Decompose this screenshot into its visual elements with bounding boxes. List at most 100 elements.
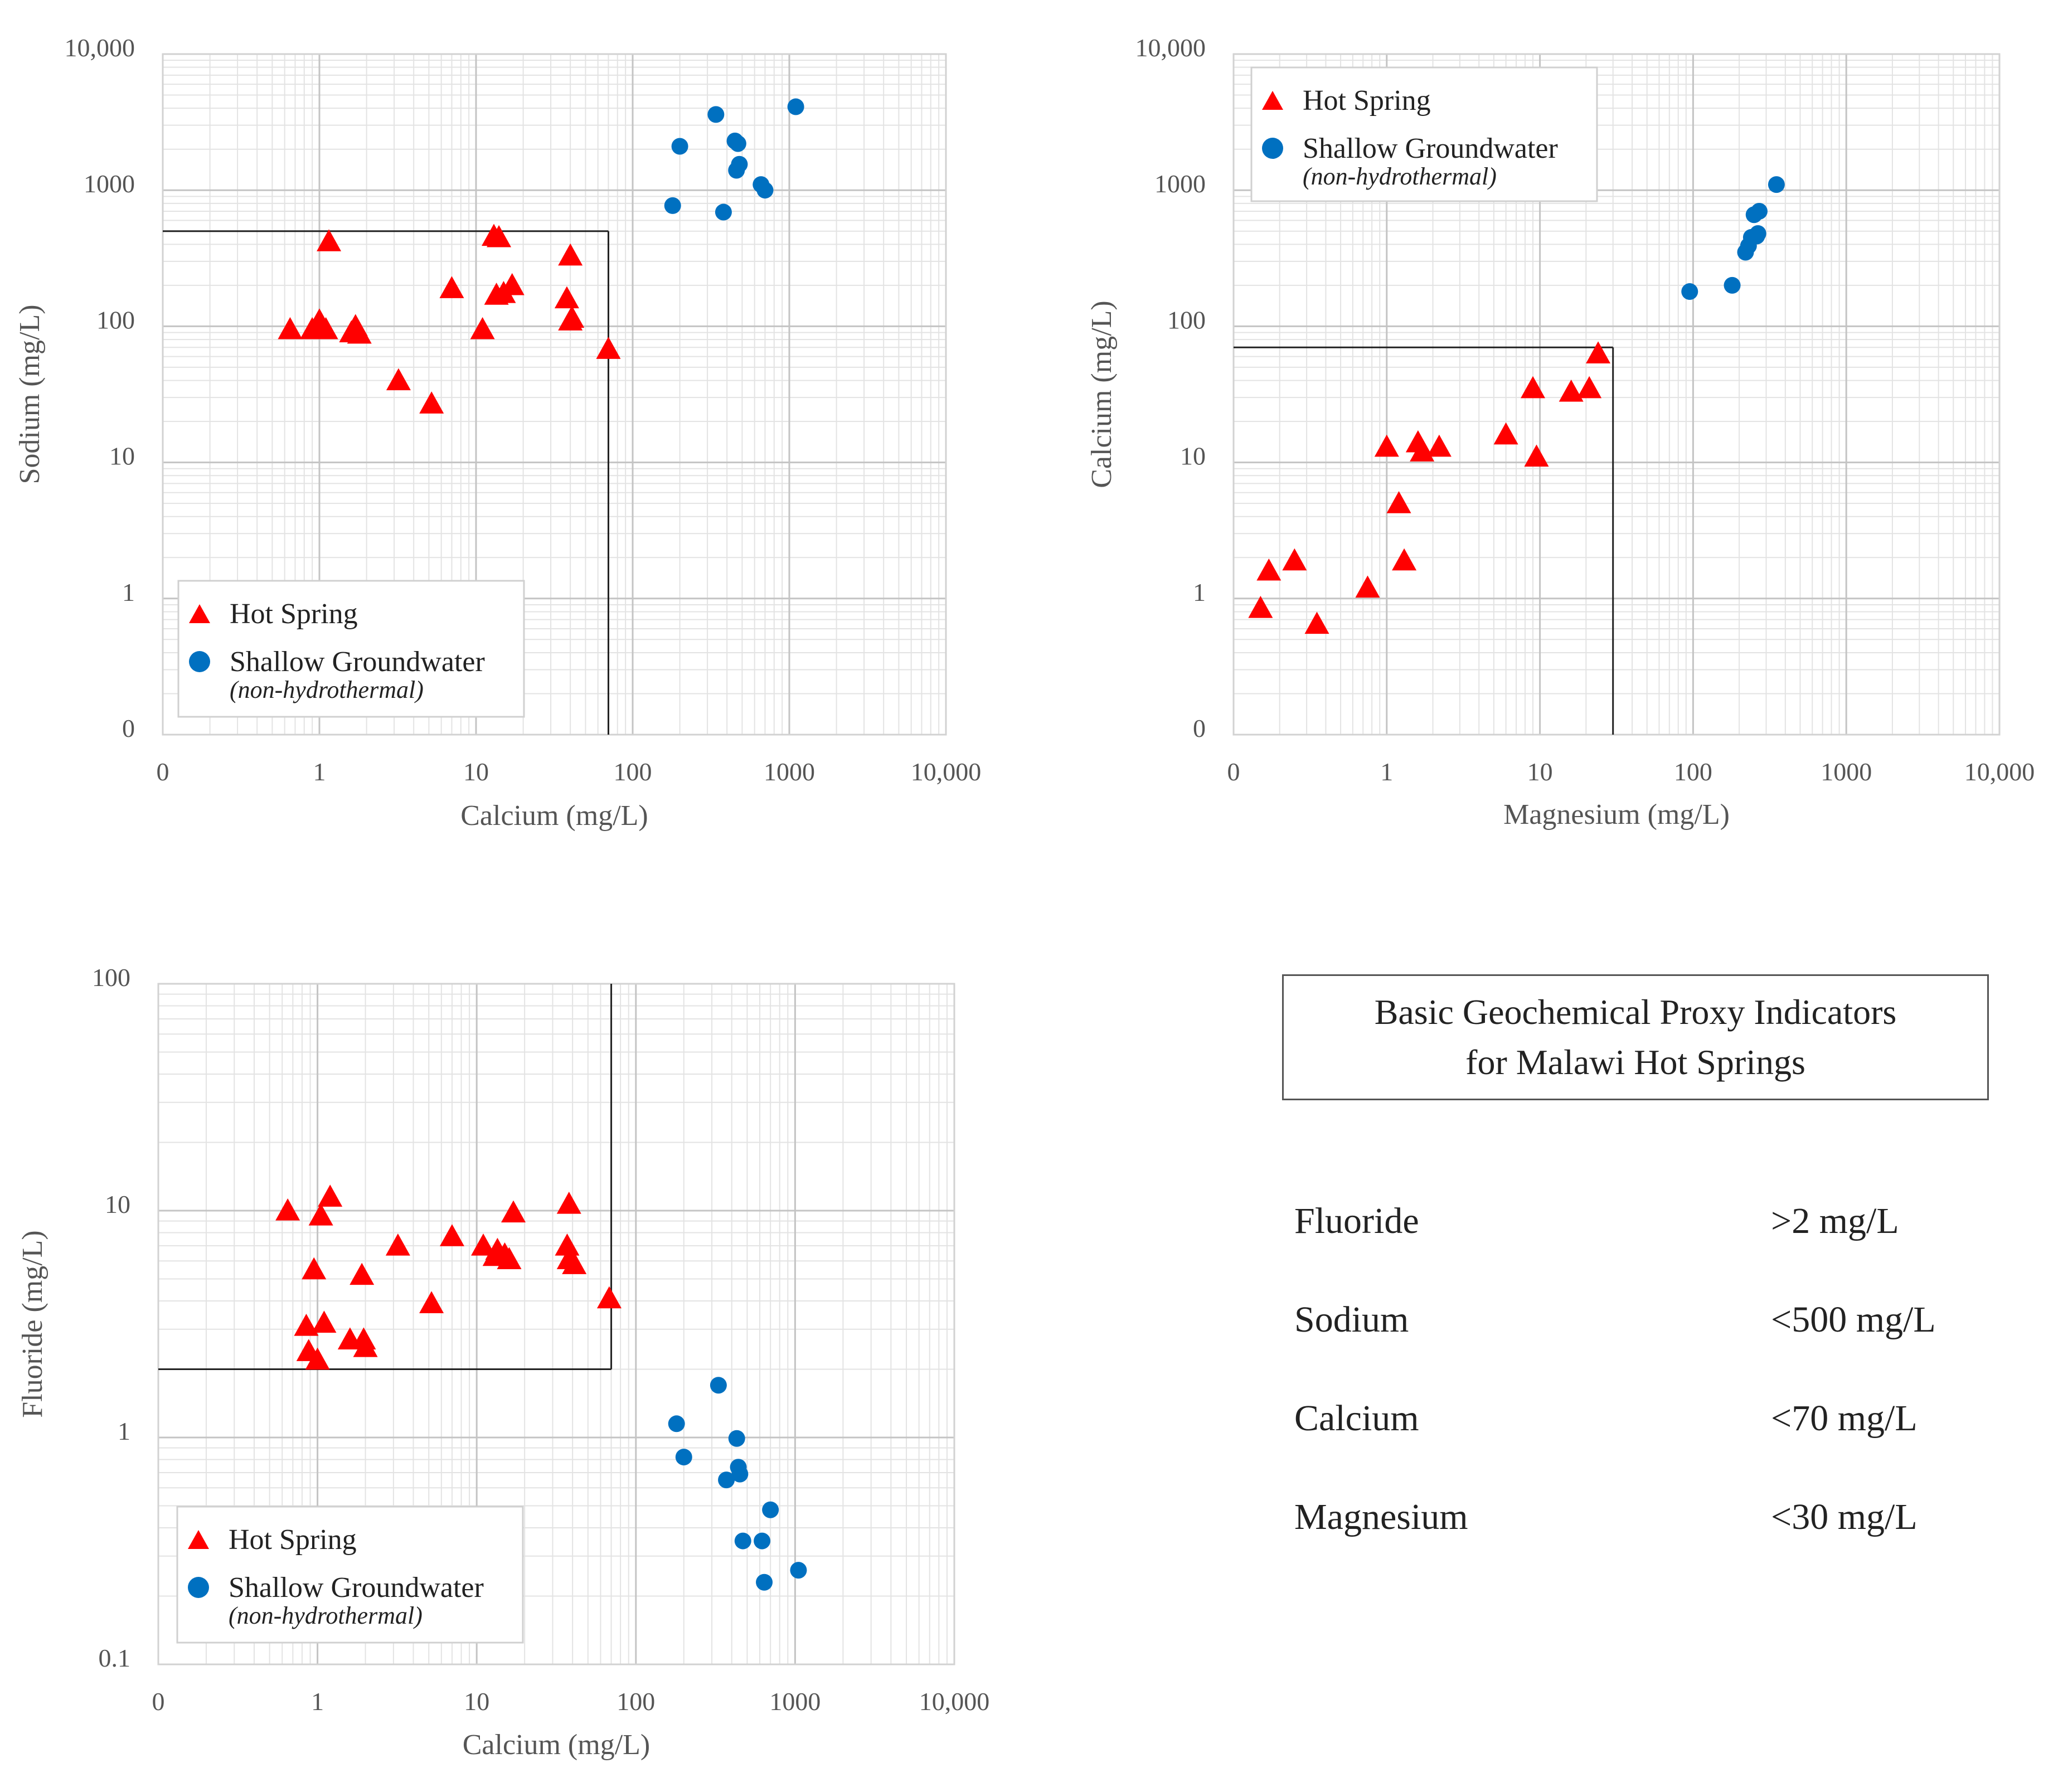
y-tick-label: 10 bbox=[109, 442, 135, 470]
hot-spring-marker bbox=[350, 1262, 375, 1285]
hot-spring-marker bbox=[1248, 596, 1273, 618]
hot-spring-marker bbox=[419, 391, 444, 414]
hot-spring-marker bbox=[278, 317, 303, 339]
x-tick-label: 1 bbox=[311, 1687, 324, 1716]
y-tick-label: 100 bbox=[1167, 305, 1206, 334]
x-tick-label: 0 bbox=[157, 757, 169, 786]
groundwater-marker bbox=[754, 1532, 771, 1550]
legend-label-groundwater-sub: (non-hydrothermal) bbox=[230, 676, 424, 703]
x-tick-label: 1 bbox=[313, 757, 326, 786]
indicator-name: Fluoride bbox=[1294, 1201, 1419, 1241]
legend-triangle-icon bbox=[1262, 91, 1283, 110]
x-axis-label: Calcium (mg/L) bbox=[460, 800, 648, 832]
groundwater-marker bbox=[762, 1501, 779, 1518]
hot-spring-marker bbox=[560, 305, 585, 328]
hot-spring-marker bbox=[312, 1310, 337, 1333]
y-tick-label: 10,000 bbox=[1135, 33, 1206, 62]
groundwater-marker bbox=[1749, 225, 1766, 242]
hot-spring-marker bbox=[1282, 548, 1307, 571]
legend-triangle-icon bbox=[188, 1530, 209, 1549]
groundwater-marker bbox=[731, 1465, 749, 1483]
y-axis-label: Fluoride (mg/L) bbox=[17, 1230, 48, 1418]
groundwater-marker bbox=[1724, 276, 1741, 294]
hot-spring-marker bbox=[554, 286, 579, 309]
y-tick-label: 100 bbox=[92, 963, 130, 992]
y-tick-label: 10,000 bbox=[65, 33, 135, 62]
hot-spring-marker bbox=[1577, 376, 1602, 399]
y-tick-label: 1 bbox=[118, 1417, 130, 1445]
groundwater-marker bbox=[734, 1532, 751, 1550]
groundwater-marker bbox=[675, 1449, 692, 1466]
y-tick-label: 1000 bbox=[1154, 169, 1206, 198]
legend-label-groundwater: Shallow Groundwater bbox=[229, 1572, 484, 1604]
y-axis-label: Calcium (mg/L) bbox=[1086, 300, 1118, 488]
hot-spring-marker bbox=[1521, 376, 1546, 399]
x-tick-label: 10 bbox=[1527, 757, 1553, 786]
y-tick-label: 100 bbox=[96, 305, 135, 334]
legend-label-hot-spring: Hot Spring bbox=[229, 1524, 357, 1556]
x-axis-label: Calcium (mg/L) bbox=[463, 1729, 650, 1761]
hot-spring-marker bbox=[385, 1233, 410, 1256]
hot-spring-marker bbox=[275, 1198, 300, 1221]
legend: Hot Spring Shallow Groundwater(non-hydrot… bbox=[1250, 66, 1598, 202]
x-tick-label: 100 bbox=[617, 1687, 655, 1716]
legend-circle-icon bbox=[1262, 138, 1283, 159]
indicator-name: Magnesium bbox=[1294, 1497, 1468, 1537]
legend: Hot Spring Shallow Groundwater(non-hydrot… bbox=[176, 1506, 524, 1644]
legend-label-hot-spring: Hot Spring bbox=[230, 598, 358, 630]
hot-spring-marker bbox=[1386, 491, 1411, 513]
indicator-name: Sodium bbox=[1294, 1299, 1409, 1340]
hot-spring-marker bbox=[419, 1291, 444, 1314]
groundwater-marker bbox=[790, 1562, 807, 1579]
y-tick-label: 1000 bbox=[84, 169, 135, 198]
hot-spring-marker bbox=[1304, 611, 1329, 634]
hot-spring-marker bbox=[596, 1286, 622, 1309]
x-tick-label: 100 bbox=[614, 757, 652, 786]
legend-box bbox=[1250, 66, 1598, 202]
x-tick-label: 10 bbox=[463, 757, 489, 786]
chart-sodium-vs-calcium: 0 1 10 100 1000 10,000 0 1 10 100 1000 10,000 Calciu… bbox=[14, 33, 981, 832]
legend-triangle-icon bbox=[189, 604, 210, 623]
plot-frame bbox=[162, 53, 947, 736]
groundwater-marker bbox=[718, 1472, 735, 1489]
indicator-name: Calcium bbox=[1294, 1398, 1419, 1439]
legend-label-groundwater: Shallow Groundwater bbox=[230, 646, 485, 678]
x-tick-label: 10,000 bbox=[1964, 757, 2035, 786]
groundwater-marker bbox=[728, 1430, 745, 1447]
y-tick-label: 1 bbox=[122, 578, 135, 606]
groundwater-marker bbox=[756, 1574, 773, 1591]
hot-spring-marker bbox=[499, 273, 525, 295]
hot-spring-marker bbox=[1392, 548, 1417, 571]
groundwater-marker bbox=[729, 135, 746, 152]
legend-circle-icon bbox=[188, 1577, 209, 1598]
legend-label-groundwater-sub: (non-hydrothermal) bbox=[229, 1602, 423, 1629]
x-tick-label: 10 bbox=[464, 1687, 489, 1716]
groundwater-marker bbox=[668, 1415, 685, 1432]
groundwater-marker bbox=[787, 98, 804, 115]
legend-label-groundwater-sub: (non-hydrothermal) bbox=[1303, 163, 1497, 190]
info-box-title-line2: for Malawi Hot Springs bbox=[1465, 1042, 1805, 1082]
hot-spring-marker bbox=[596, 337, 621, 359]
hot-spring-marker bbox=[1256, 558, 1282, 581]
groundwater-marker bbox=[756, 182, 774, 199]
y-tick-label: 0.1 bbox=[99, 1644, 131, 1672]
hot-spring-marker bbox=[558, 243, 583, 266]
hot-spring-marker bbox=[317, 229, 342, 251]
hot-spring-marker bbox=[1524, 444, 1549, 467]
info-box: Basic Geochemical Proxy Indicators for M… bbox=[1282, 974, 1989, 1100]
hot-spring-marker bbox=[1374, 434, 1399, 457]
legend-box bbox=[176, 1506, 524, 1644]
hot-spring-marker bbox=[1426, 434, 1452, 457]
hot-spring-marker bbox=[471, 1233, 496, 1256]
hot-spring-marker bbox=[353, 1335, 378, 1357]
groundwater-marker bbox=[664, 197, 681, 214]
hot-spring-marker bbox=[439, 1224, 464, 1246]
legend-label-groundwater: Shallow Groundwater bbox=[1303, 133, 1558, 164]
hot-spring-marker bbox=[302, 1257, 327, 1280]
hot-spring-marker bbox=[497, 1247, 522, 1269]
hot-spring-marker bbox=[501, 1200, 526, 1223]
info-box-title-line1: Basic Geochemical Proxy Indicators bbox=[1374, 992, 1897, 1032]
x-axis-label: Magnesium (mg/L) bbox=[1503, 799, 1730, 831]
hot-spring-marker bbox=[305, 1347, 330, 1370]
